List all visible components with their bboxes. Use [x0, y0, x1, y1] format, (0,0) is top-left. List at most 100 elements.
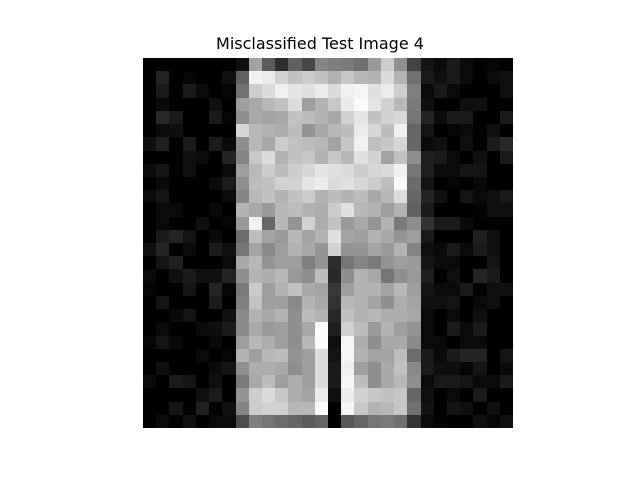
pixel — [288, 203, 302, 217]
pixel — [380, 269, 395, 283]
pixel — [328, 335, 342, 349]
pixel — [222, 110, 236, 125]
pixel — [156, 348, 170, 362]
pixel — [354, 124, 368, 138]
pixel — [301, 124, 315, 138]
pixel — [235, 71, 249, 85]
pixel — [288, 190, 302, 204]
pixel — [486, 58, 500, 72]
pixel — [407, 243, 421, 257]
pixel — [288, 163, 302, 177]
pixel — [156, 176, 170, 191]
pixel — [354, 163, 368, 177]
pixel — [380, 58, 395, 72]
pixel — [143, 375, 157, 389]
pixel — [328, 282, 342, 296]
pixel — [301, 361, 315, 376]
pixel — [195, 401, 210, 415]
pixel — [499, 388, 513, 402]
pixel — [169, 256, 183, 270]
pixel — [473, 322, 487, 336]
pixel — [301, 71, 315, 85]
pixel — [354, 176, 368, 191]
pixel — [446, 71, 461, 85]
pixel — [473, 375, 487, 389]
pixel — [275, 229, 289, 243]
pixel — [301, 110, 315, 125]
pixel — [380, 97, 395, 111]
pixel — [499, 190, 513, 204]
pixel — [486, 229, 500, 243]
pixel — [433, 414, 447, 428]
pixel — [222, 388, 236, 402]
pixel — [486, 150, 500, 164]
pixel — [288, 361, 302, 376]
pixel — [143, 229, 157, 243]
pixel — [288, 309, 302, 323]
pixel — [446, 58, 461, 72]
pixel — [486, 401, 500, 415]
pixel — [182, 348, 196, 362]
pixel — [248, 190, 262, 204]
pixel — [420, 176, 434, 191]
pixel — [261, 322, 276, 336]
pixel — [261, 295, 276, 310]
pixel — [301, 335, 315, 349]
pixel — [380, 84, 395, 98]
pixel — [499, 361, 513, 376]
pixel — [380, 176, 395, 191]
pixel — [195, 361, 210, 376]
pixel — [486, 243, 500, 257]
pixel — [499, 256, 513, 270]
pixel — [460, 84, 474, 98]
pixel — [195, 124, 210, 138]
pixel — [407, 229, 421, 243]
pixel — [446, 375, 461, 389]
pixel — [156, 282, 170, 296]
pixel — [446, 282, 461, 296]
pixel — [394, 137, 408, 151]
pixel — [367, 282, 381, 296]
pixel — [354, 269, 368, 283]
pixel — [301, 163, 315, 177]
pixel — [367, 243, 381, 257]
pixel — [275, 401, 289, 415]
pixel — [182, 137, 196, 151]
pixel — [394, 282, 408, 296]
pixel — [354, 414, 368, 428]
pixel — [446, 124, 461, 138]
pixel — [433, 256, 447, 270]
pixel — [433, 309, 447, 323]
pixel — [301, 137, 315, 151]
pixel — [473, 84, 487, 98]
pixel — [288, 322, 302, 336]
pixel — [222, 295, 236, 310]
pixel — [341, 401, 355, 415]
pixel — [143, 84, 157, 98]
pixel — [209, 124, 223, 138]
pixel — [235, 388, 249, 402]
pixel — [499, 110, 513, 125]
pixel — [433, 190, 447, 204]
pixel — [460, 335, 474, 349]
pixel — [341, 190, 355, 204]
pixel — [499, 216, 513, 230]
pixel — [275, 375, 289, 389]
pixel — [182, 309, 196, 323]
pixel — [486, 269, 500, 283]
pixel — [156, 256, 170, 270]
pixel — [248, 361, 262, 376]
pixel — [407, 124, 421, 138]
pixel — [446, 190, 461, 204]
pixel — [275, 388, 289, 402]
pixel — [288, 348, 302, 362]
pixel — [222, 58, 236, 72]
pixel — [499, 71, 513, 85]
pixel — [380, 150, 395, 164]
pixel — [367, 110, 381, 125]
pixel — [341, 176, 355, 191]
pixel — [380, 348, 395, 362]
pixel — [169, 401, 183, 415]
pixel — [261, 414, 276, 428]
pixel — [380, 322, 395, 336]
